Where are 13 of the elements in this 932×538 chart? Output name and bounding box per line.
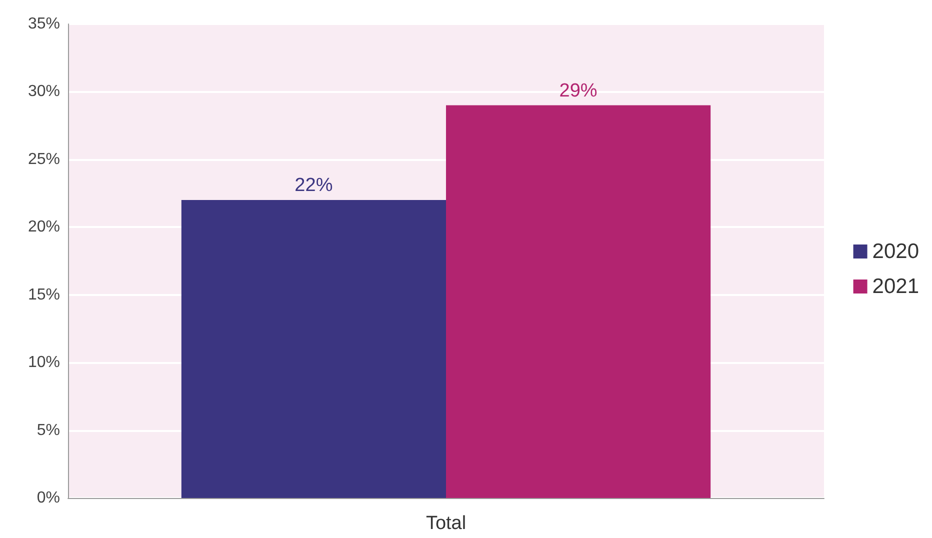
y-tick-label: 35%	[28, 16, 60, 32]
y-tick-label: 0%	[36, 490, 60, 506]
y-tick-label: 15%	[28, 286, 60, 304]
legend-label: 2021	[872, 275, 919, 298]
y-tick-label: 20%	[28, 218, 60, 236]
y-tick-label: 25%	[28, 150, 60, 168]
legend-label: 2020	[872, 240, 919, 263]
x-tick-label: Total	[426, 513, 466, 534]
y-tick-label: 5%	[36, 422, 60, 439]
y-tick-label: 10%	[28, 354, 60, 372]
data-label: 29%	[559, 80, 598, 102]
y-tick-label: 30%	[28, 83, 60, 100]
data-label: 22%	[294, 175, 333, 196]
